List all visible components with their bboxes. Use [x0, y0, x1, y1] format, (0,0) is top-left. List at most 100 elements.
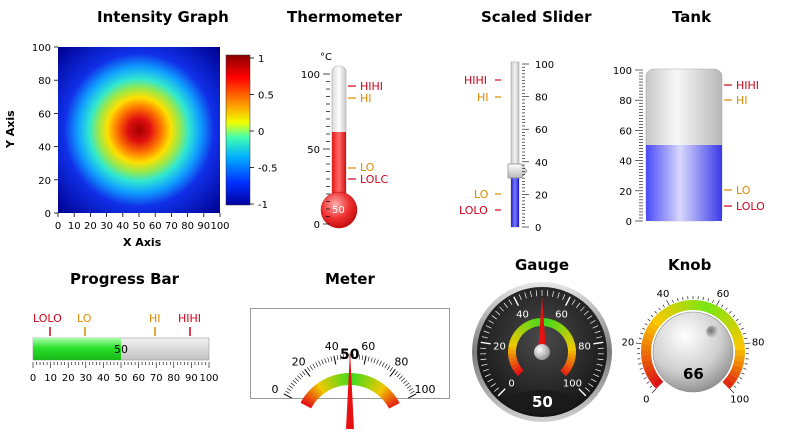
slider-tick-label: 40 — [535, 158, 548, 169]
y-tick-label: 40 — [38, 143, 51, 154]
gauge-band-segment — [545, 318, 551, 327]
progress-tick-label: 10 — [44, 373, 57, 384]
knob-tick-label: 40 — [657, 289, 670, 300]
x-tick-label: 40 — [116, 221, 129, 232]
knob-value: 66 — [683, 365, 704, 383]
gauge-tick-label: 0 — [508, 378, 514, 389]
progress-tick-label: 30 — [79, 373, 92, 384]
knob-band-segment — [734, 349, 745, 357]
gauge-band-segment — [523, 321, 531, 331]
knob-band-segment — [722, 378, 734, 390]
progress-bar[interactable]: 0 10 20 30 40 50 60 70 80 90 100 LOLO LO HI HIHI 5… — [0, 300, 240, 390]
tank-tick-label: 80 — [619, 96, 632, 107]
gauge[interactable]: 0 20 40 60 80 100 50 — [470, 280, 615, 425]
slider-lo-label: LO — [474, 188, 489, 201]
thermometer-unit: °C — [320, 52, 332, 63]
tank-lolo-label: LOLO — [736, 200, 765, 213]
tank[interactable]: 100 80 60 40 20 0 HIHI HI LO LOLO — [612, 55, 772, 235]
gauge-band-segment — [567, 342, 576, 349]
slider-tick-label: 100 — [535, 60, 554, 71]
gauge-band-segment — [514, 328, 524, 337]
tank-tick-label: 100 — [613, 66, 632, 77]
gauge-band-segment — [517, 325, 526, 335]
meter-band-segment — [335, 374, 341, 387]
meter-band-segment — [387, 400, 400, 409]
meter-band-segment — [368, 378, 377, 391]
colorbar-tick-label: -0.5 — [258, 164, 278, 175]
progress-value: 50 — [114, 343, 128, 356]
scaled-slider[interactable]: 100 80 60 40 20 0 HIHI HI LO LOLO — [455, 50, 575, 240]
intensity-map[interactable] — [58, 47, 220, 213]
meter-needle — [346, 351, 354, 429]
knob[interactable]: 0 20 40 60 80 100 66 — [621, 280, 780, 410]
meter-band-segment — [352, 373, 357, 386]
meter-band-segment — [361, 375, 369, 388]
progress-tick-label: 80 — [167, 373, 180, 384]
gauge-band-segment — [556, 323, 565, 333]
gauge-band-segment — [563, 332, 572, 340]
meter-band-segment — [311, 385, 322, 398]
slider-thumb[interactable] — [507, 163, 528, 179]
meter-band-segment — [337, 373, 344, 387]
slider-tick-label: 0 — [535, 223, 541, 234]
progress-hi-label: HI — [149, 312, 161, 325]
tank-hihi-label: HIHI — [736, 79, 760, 92]
progress-tick-label: 70 — [150, 373, 163, 384]
knob-tick-label: 100 — [730, 395, 749, 406]
meter-band-segment — [374, 382, 385, 395]
gauge-tick-label: 80 — [578, 341, 591, 352]
intensity-graph[interactable]: 0 10 20 30 40 50 60 70 80 90 100 0 20 40 60 80 100 1 0.5… — [0, 0, 278, 260]
meter-tick-label: 40 — [325, 340, 339, 353]
knob-band-segment — [723, 316, 736, 328]
knob-band-segment — [734, 343, 745, 351]
tank-tick-label: 0 — [626, 217, 632, 228]
thermometer-tick-label: 0 — [314, 220, 320, 231]
thermometer-hihi-label: HIHI — [360, 80, 384, 93]
meter-tick-label: 20 — [292, 355, 306, 368]
tank-tick-label: 20 — [619, 187, 632, 198]
thermometer-lo-label: LO — [360, 161, 375, 174]
knob-tick-label: 80 — [752, 338, 765, 349]
x-tick-label: 30 — [100, 221, 113, 232]
knob-band-segment — [728, 369, 741, 380]
x-tick-label: 50 — [133, 221, 146, 232]
slider-lolo-label: LOLO — [459, 204, 488, 217]
gauge-band-segment — [558, 326, 568, 335]
meter-band-segment — [318, 380, 328, 393]
gauge-tick-label: 20 — [493, 341, 506, 352]
tank-lo-label: LO — [736, 184, 751, 197]
x-tick-label: 80 — [181, 221, 194, 232]
tank-title: Tank — [672, 8, 712, 26]
gauge-band-segment — [508, 353, 517, 359]
slider-tick-label: 80 — [535, 93, 548, 104]
knob-band-segment — [702, 301, 712, 313]
knob-band-segment — [641, 354, 652, 363]
meter-tick-label: 100 — [415, 383, 436, 396]
gauge-band-segment — [560, 368, 569, 377]
x-tick-label: 20 — [84, 221, 97, 232]
y-tick-label: 20 — [38, 176, 51, 187]
thermometer-hi-label: HI — [360, 92, 372, 105]
knob-band-segment — [680, 300, 689, 312]
knob-tick-label: 0 — [643, 395, 649, 406]
progress-tick-label: 40 — [97, 373, 110, 384]
meter-band-segment — [372, 380, 382, 393]
gauge-band-segment — [508, 342, 518, 348]
knob-pointer[interactable] — [706, 325, 719, 338]
thermometer[interactable]: °C 100 50 0 HIHI HI LO LOLC 50 — [290, 40, 410, 240]
meter-band-segment — [383, 392, 395, 403]
gauge-title: Gauge — [515, 256, 570, 274]
meter-band-segment — [313, 384, 324, 396]
thermometer-lolo-label: LOLC — [360, 173, 389, 186]
intensity-graph-title: Intensity Graph — [97, 8, 229, 26]
slider-hihi-label: HIHI — [464, 74, 488, 87]
color-scale[interactable] — [225, 54, 251, 206]
meter-band-segment — [354, 373, 360, 386]
y-axis-label: Y Axis — [4, 110, 17, 148]
meter[interactable]: 0 20 40 60 80 100 50 — [250, 308, 450, 429]
progress-bar-title: Progress Bar — [70, 270, 180, 288]
meter-band-segment — [370, 379, 380, 392]
progress-tick-label: 20 — [62, 373, 75, 384]
meter-band-segment — [307, 390, 319, 401]
